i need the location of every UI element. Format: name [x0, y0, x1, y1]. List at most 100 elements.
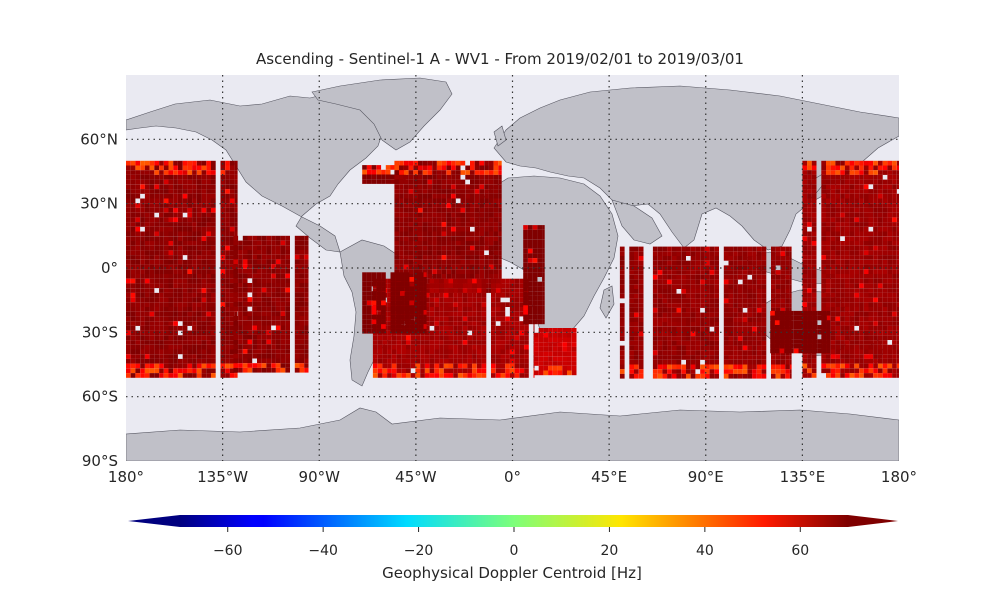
swath-cell	[690, 359, 696, 365]
swath-cell	[873, 264, 878, 270]
swath-cell	[424, 297, 430, 303]
swath-cell	[211, 283, 216, 289]
swath-cell	[690, 326, 696, 332]
swath-cell	[657, 274, 663, 280]
swath-cell	[882, 245, 888, 251]
swath-cell	[294, 320, 300, 326]
swath-cell	[242, 363, 248, 368]
swath-cell	[723, 350, 729, 355]
swath-cell	[619, 312, 625, 318]
swath-cell	[488, 165, 494, 171]
swath-cell	[280, 325, 286, 331]
swath-cell	[652, 284, 658, 289]
swath-cell	[201, 321, 207, 326]
swath-cell	[163, 349, 169, 355]
swath-cell	[638, 260, 644, 266]
swath-cell	[662, 279, 668, 285]
swath-cell	[275, 268, 281, 274]
swath-cell	[868, 189, 874, 194]
swath-cell	[130, 193, 136, 199]
swath-cell	[509, 297, 515, 303]
swath-cell	[676, 307, 682, 313]
swath-cell	[401, 344, 406, 350]
swath-cell	[676, 331, 682, 337]
swath-cell	[878, 259, 883, 265]
swath-cell	[548, 337, 553, 343]
swath-cell	[662, 260, 668, 266]
swath-cell	[747, 312, 753, 318]
swath-cell	[266, 367, 272, 373]
swath-cell	[690, 373, 696, 379]
swath-cell	[408, 193, 414, 199]
swath-cell	[225, 330, 230, 336]
swath-cell	[667, 364, 672, 370]
swath-cell	[854, 363, 859, 369]
swath-cell	[458, 368, 463, 374]
swath-cell	[505, 363, 510, 369]
swath-cell	[173, 316, 178, 322]
swath-cell	[500, 349, 506, 355]
swath-cell	[709, 270, 715, 275]
swath-cell	[826, 302, 831, 307]
swath-cell	[681, 373, 686, 379]
swath-cell	[700, 256, 705, 261]
swath-cell	[868, 292, 874, 298]
swath-cell	[252, 259, 257, 265]
swath-cell	[728, 265, 734, 271]
swath-cell	[542, 267, 545, 273]
swath-cell	[543, 328, 549, 333]
swath-cell	[537, 267, 543, 273]
swath-cell	[807, 231, 812, 237]
swath-cell	[201, 311, 207, 317]
swath-cell	[785, 246, 790, 252]
swath-cell	[844, 316, 850, 322]
swath-cell	[528, 300, 533, 306]
swath-cell	[835, 363, 841, 369]
swath-cell	[187, 373, 193, 378]
swath-cell	[491, 297, 496, 303]
swath-cell	[399, 184, 404, 190]
swath-cell	[376, 314, 382, 320]
swath-cell	[498, 255, 502, 260]
swath-cell	[410, 373, 416, 378]
swath-cell	[830, 335, 836, 340]
swath-cell	[404, 310, 410, 315]
swath-cell	[844, 264, 850, 270]
swath-cell	[552, 332, 558, 338]
swath-cell	[187, 330, 193, 336]
swath-cell	[201, 274, 207, 279]
swath-cell	[206, 349, 211, 355]
swath-cell	[835, 292, 841, 298]
swath-cell	[738, 307, 743, 313]
swath-cell	[709, 251, 715, 256]
swath-cell	[498, 259, 502, 265]
swath-cell	[168, 174, 174, 180]
swath-cell	[887, 226, 893, 232]
swath-cell	[484, 269, 489, 274]
swath-cell	[538, 342, 544, 347]
swath-cell	[178, 208, 183, 213]
swath-cell	[252, 245, 257, 250]
swath-cell	[863, 274, 869, 279]
swath-cell	[543, 351, 549, 357]
swath-cell	[408, 231, 414, 237]
swath-cell	[495, 344, 501, 350]
swath-cell	[247, 254, 253, 260]
swath-cell	[299, 264, 305, 269]
swath-cell	[448, 307, 454, 312]
swath-cell	[211, 222, 216, 227]
swath-cell	[681, 322, 686, 327]
swath-cell	[840, 330, 845, 336]
swath-cell	[126, 344, 131, 350]
swath-cell	[149, 179, 155, 185]
swath-cell	[220, 174, 226, 180]
swath-cell	[135, 212, 141, 218]
swath-cell	[807, 264, 812, 270]
swath-cell	[220, 269, 226, 274]
swath-cell	[362, 310, 367, 315]
swath-cell	[280, 358, 286, 364]
swath-cell	[811, 269, 817, 274]
swath-cell	[634, 369, 639, 374]
swath-cell	[498, 193, 502, 199]
swath-cell	[446, 264, 452, 270]
